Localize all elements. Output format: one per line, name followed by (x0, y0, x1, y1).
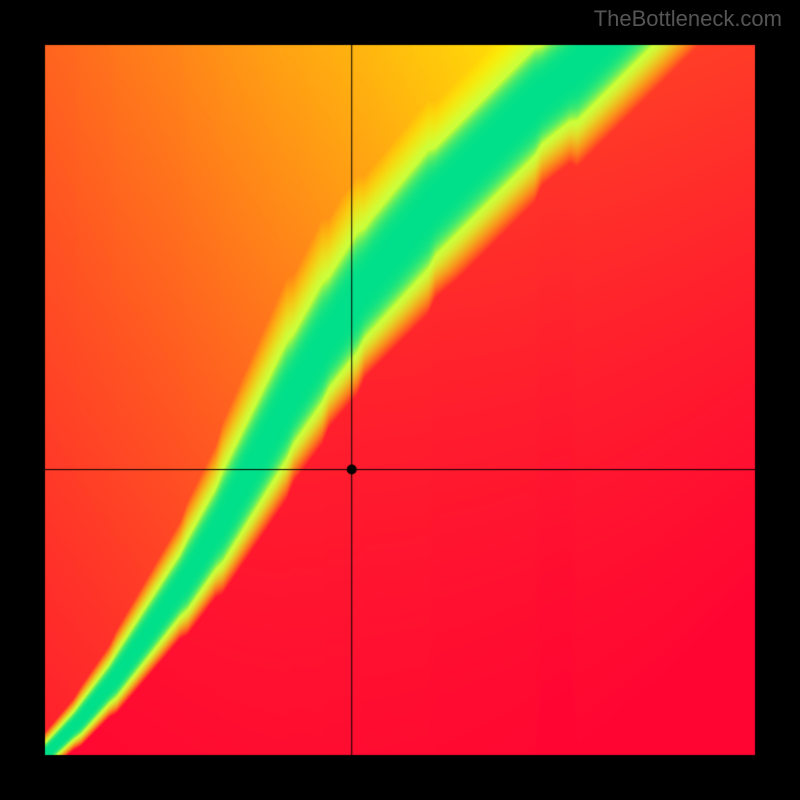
bottleneck-chart-container: TheBottleneck.com (0, 0, 800, 800)
heatmap-canvas (0, 0, 800, 800)
watermark-text: TheBottleneck.com (594, 6, 782, 32)
